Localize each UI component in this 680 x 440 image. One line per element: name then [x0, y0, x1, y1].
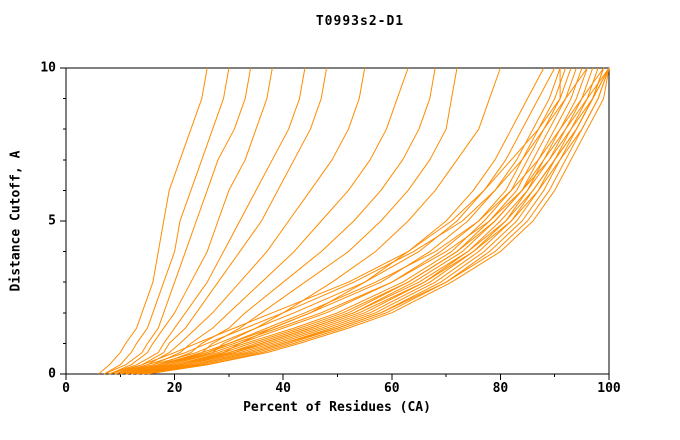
model-curve	[136, 67, 610, 375]
model-curve	[120, 67, 436, 375]
model-curve	[120, 67, 567, 375]
model-curve	[136, 67, 605, 375]
x-tick-label: 80	[492, 381, 509, 396]
model-curve	[131, 67, 610, 375]
model-curve	[114, 67, 328, 375]
model-curve	[120, 67, 409, 375]
x-tick-label: 100	[597, 381, 621, 396]
model-curve	[98, 67, 208, 375]
x-axis-label: Percent of Residues (CA)	[243, 400, 431, 415]
y-tick-label: 0	[48, 366, 56, 382]
x-tick-label: 40	[275, 381, 292, 396]
x-tick-label: 20	[166, 381, 183, 396]
model-curve	[120, 67, 561, 375]
model-curve	[125, 67, 501, 375]
model-curve	[141, 67, 610, 375]
model-curve	[109, 67, 273, 375]
model-curve	[109, 67, 306, 375]
chart-title: T0993s2-D1	[315, 14, 405, 29]
model-curve	[109, 68, 561, 375]
model-curve	[136, 67, 599, 375]
model-curve	[147, 67, 610, 375]
model-curve	[120, 67, 605, 375]
model-curve	[125, 67, 572, 375]
model-curve	[114, 67, 588, 375]
y-tick-label: 10	[40, 60, 56, 76]
model-curve	[136, 67, 594, 375]
model-curve	[131, 67, 588, 375]
model-curve	[125, 67, 577, 375]
model-curve	[103, 67, 252, 375]
model-curve	[125, 67, 610, 375]
model-curve	[131, 67, 583, 375]
model-curve	[131, 67, 545, 375]
model-curve	[141, 67, 605, 375]
model-curve	[141, 67, 610, 375]
model-curve	[114, 67, 366, 375]
x-tick-label: 0	[62, 381, 70, 396]
x-tick-label: 60	[383, 381, 400, 396]
model-curve	[103, 67, 230, 375]
model-curve	[114, 67, 556, 375]
y-tick-label: 5	[48, 213, 56, 229]
model-curve	[125, 67, 458, 375]
